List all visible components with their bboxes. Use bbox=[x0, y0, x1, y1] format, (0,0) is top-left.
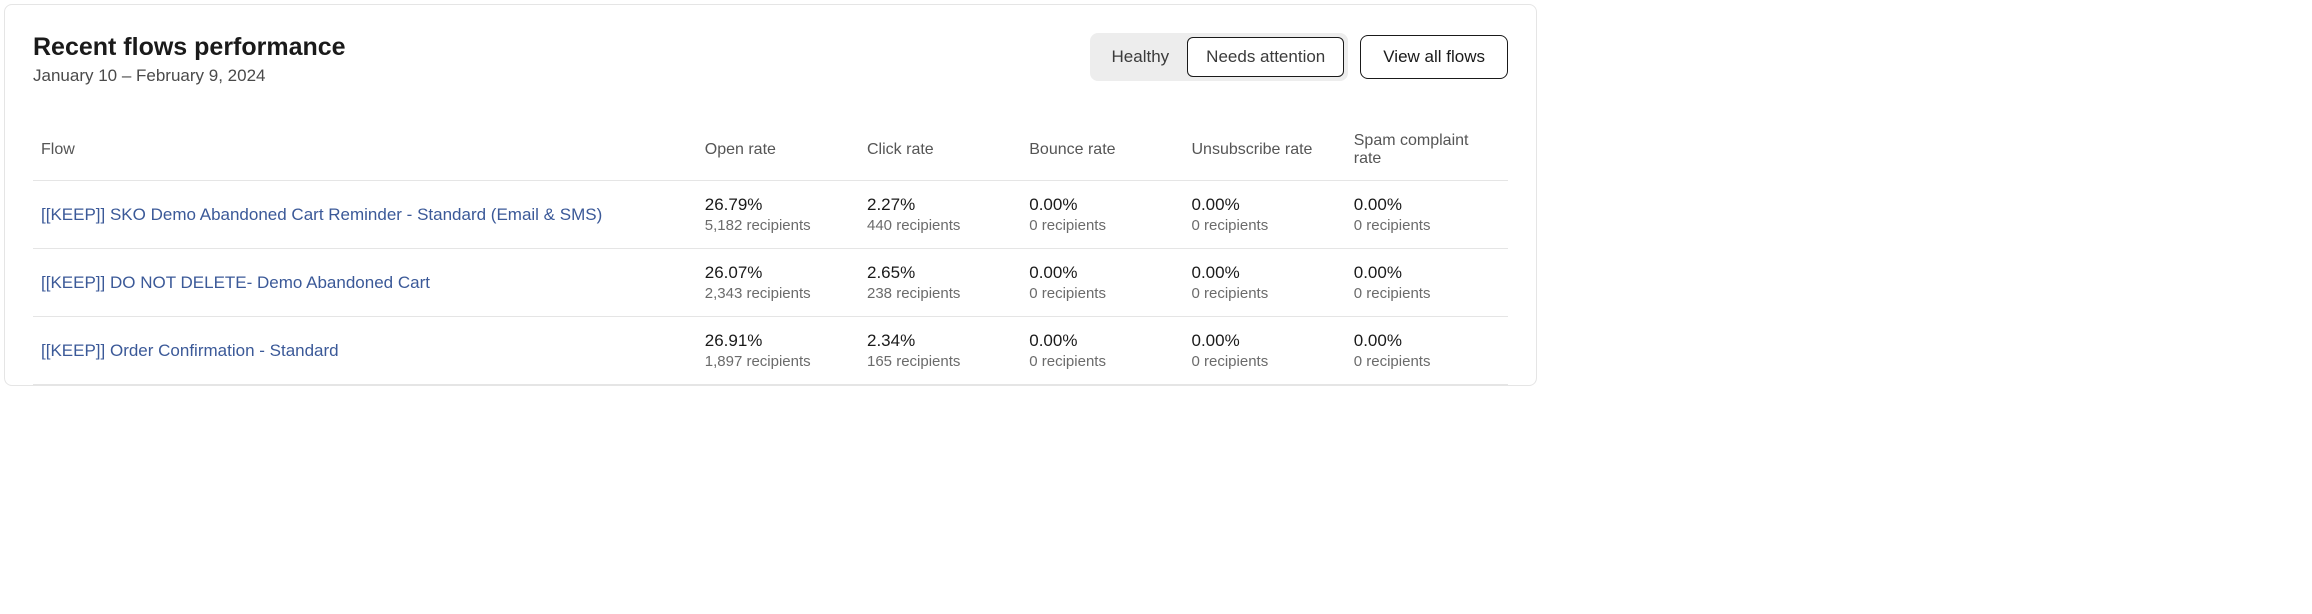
flows-performance-card: Recent flows performance January 10 – Fe… bbox=[4, 4, 1537, 386]
metric-value: 0.00% bbox=[1029, 331, 1175, 351]
col-unsubscribe-rate: Unsubscribe rate bbox=[1184, 122, 1346, 181]
table-row: [[KEEP]] Order Confirmation - Standard 2… bbox=[33, 317, 1508, 385]
flow-link[interactable]: [[KEEP]] SKO Demo Abandoned Cart Reminde… bbox=[41, 205, 602, 224]
metric-value: 0.00% bbox=[1192, 331, 1338, 351]
flows-table-body: [[KEEP]] SKO Demo Abandoned Cart Reminde… bbox=[33, 181, 1508, 385]
metric-value: 2.27% bbox=[867, 195, 1013, 215]
col-open-rate: Open rate bbox=[697, 122, 859, 181]
segment-needs-attention[interactable]: Needs attention bbox=[1187, 37, 1344, 77]
metric-sub: 0 recipients bbox=[1192, 285, 1338, 302]
metric-value: 0.00% bbox=[1192, 195, 1338, 215]
metric-value: 0.00% bbox=[1354, 195, 1500, 215]
metric-sub: 238 recipients bbox=[867, 285, 1013, 302]
metric-sub: 440 recipients bbox=[867, 217, 1013, 234]
metric-value: 2.65% bbox=[867, 263, 1013, 283]
metric-sub: 1,897 recipients bbox=[705, 353, 851, 370]
card-header-row: Recent flows performance January 10 – Fe… bbox=[33, 33, 1508, 86]
table-row: [[KEEP]] SKO Demo Abandoned Cart Reminde… bbox=[33, 181, 1508, 249]
metric-value: 0.00% bbox=[1354, 331, 1500, 351]
metric-value: 2.34% bbox=[867, 331, 1013, 351]
metric-sub: 0 recipients bbox=[1192, 353, 1338, 370]
segment-healthy[interactable]: Healthy bbox=[1094, 37, 1188, 77]
table-header-row: Flow Open rate Click rate Bounce rate Un… bbox=[33, 122, 1508, 181]
col-spam-rate: Spam complaint rate bbox=[1346, 122, 1508, 181]
metric-sub: 0 recipients bbox=[1354, 353, 1500, 370]
metric-sub: 165 recipients bbox=[867, 353, 1013, 370]
metric-value: 26.79% bbox=[705, 195, 851, 215]
flow-link[interactable]: [[KEEP]] DO NOT DELETE- Demo Abandoned C… bbox=[41, 273, 430, 292]
metric-value: 0.00% bbox=[1354, 263, 1500, 283]
metric-value: 0.00% bbox=[1029, 195, 1175, 215]
metric-sub: 0 recipients bbox=[1354, 285, 1500, 302]
metric-value: 0.00% bbox=[1029, 263, 1175, 283]
col-flow: Flow bbox=[33, 122, 697, 181]
health-segmented-control: Healthy Needs attention bbox=[1090, 33, 1349, 81]
metric-value: 26.07% bbox=[705, 263, 851, 283]
title-block: Recent flows performance January 10 – Fe… bbox=[33, 33, 346, 86]
col-bounce-rate: Bounce rate bbox=[1021, 122, 1183, 181]
metric-value: 26.91% bbox=[705, 331, 851, 351]
metric-value: 0.00% bbox=[1192, 263, 1338, 283]
view-all-flows-button[interactable]: View all flows bbox=[1360, 35, 1508, 79]
metric-sub: 0 recipients bbox=[1354, 217, 1500, 234]
metric-sub: 0 recipients bbox=[1029, 285, 1175, 302]
table-row: [[KEEP]] DO NOT DELETE- Demo Abandoned C… bbox=[33, 249, 1508, 317]
date-range: January 10 – February 9, 2024 bbox=[33, 66, 346, 86]
flows-table: Flow Open rate Click rate Bounce rate Un… bbox=[33, 122, 1508, 385]
col-click-rate: Click rate bbox=[859, 122, 1021, 181]
metric-sub: 0 recipients bbox=[1192, 217, 1338, 234]
metric-sub: 0 recipients bbox=[1029, 353, 1175, 370]
metric-sub: 0 recipients bbox=[1029, 217, 1175, 234]
card-title: Recent flows performance bbox=[33, 33, 346, 62]
metric-sub: 2,343 recipients bbox=[705, 285, 851, 302]
controls: Healthy Needs attention View all flows bbox=[1090, 33, 1508, 81]
metric-sub: 5,182 recipients bbox=[705, 217, 851, 234]
flow-link[interactable]: [[KEEP]] Order Confirmation - Standard bbox=[41, 341, 339, 360]
